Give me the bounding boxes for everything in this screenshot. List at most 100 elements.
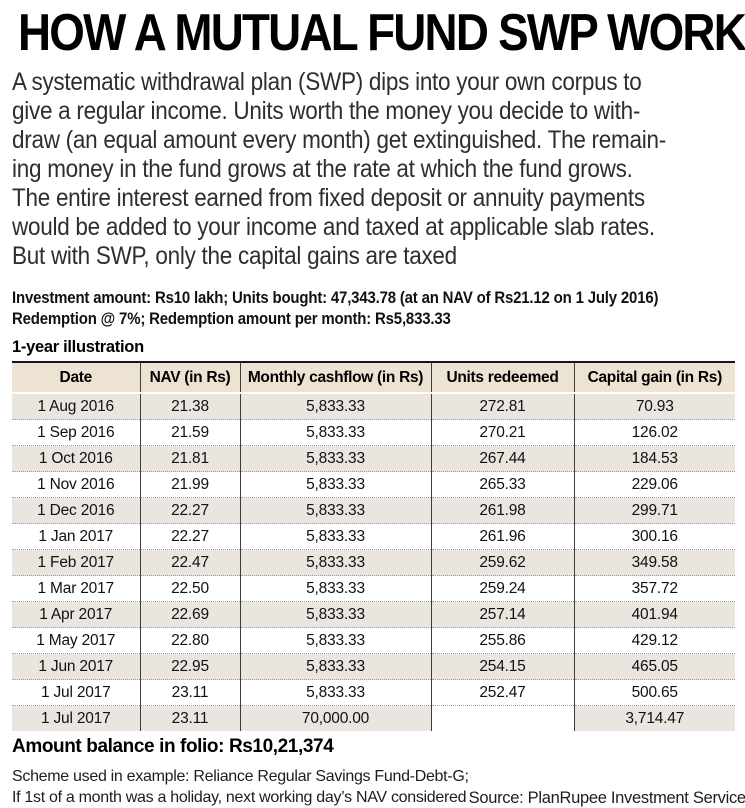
table-row: 1 Jul 2017 23.11 5,833.33 252.47 500.65 — [12, 679, 735, 706]
table-cell: 1 Aug 2016 — [37, 397, 115, 415]
table-cell: 22.47 — [139, 549, 240, 576]
table-cell: 5,833.33 — [239, 419, 431, 446]
table-row: 1 Feb 2017 22.47 5,833.33 259.62 349.58 — [12, 549, 735, 576]
table-cell: 5,833.33 — [239, 549, 431, 576]
investment-amount-line: Investment amount: Rs10 lakh; Units boug… — [12, 288, 659, 307]
table-cell: 184.53 — [573, 445, 735, 472]
intro-paragraph: A systematic withdrawal plan (SWP) dips … — [12, 68, 745, 271]
intro-line: A systematic withdrawal plan (SWP) dips … — [12, 68, 642, 96]
intro-line: give a regular income. Units worth the m… — [12, 97, 641, 125]
table-cell: 5,833.33 — [239, 653, 431, 680]
table-cell: 261.96 — [430, 523, 574, 550]
page-title: HOW A MUTUAL FUND SWP WORKS — [18, 4, 745, 62]
table-cell: 1 Jan 2017 — [12, 523, 140, 550]
table-row: 1 Jul 2017 23.11 70,000.00 3,714.47 — [12, 705, 735, 731]
column-header: Date — [12, 362, 140, 394]
intro-line: would be added to your income and taxed … — [12, 213, 655, 241]
table-cell: 1 Jul 2017 — [12, 679, 140, 706]
footnotes: Scheme used in example: Reliance Regular… — [12, 766, 745, 808]
table-cell: 465.05 — [573, 653, 735, 680]
swp-infographic: HOW A MUTUAL FUND SWP WORKS A systematic… — [12, 4, 745, 807]
table-cell: 1 Jun 2017 — [12, 653, 140, 680]
table-cell: 259.24 — [430, 575, 574, 602]
table-cell: 3,714.47 — [573, 705, 735, 731]
table-cell: 5,833.33 — [239, 523, 431, 550]
table-row: 1 Oct 2016 21.81 5,833.33 267.44 184.53 — [12, 445, 735, 472]
table-cell: 267.44 — [430, 445, 574, 472]
table-row: 1 Aug 2016 21.38 5,833.33 272.81 70.93 — [12, 393, 735, 420]
table-cell: 1 Jul 2017 — [12, 705, 140, 731]
table-cell: 229.06 — [573, 471, 735, 498]
table-cell: 299.71 — [573, 497, 735, 524]
table-cell: 5,833.33 — [239, 497, 431, 524]
table-row: 1 Jun 2017 22.95 5,833.33 254.15 465.05 — [12, 653, 735, 680]
table-cell: 5,833.33 — [239, 445, 431, 472]
intro-line: draw (an equal amount every month) get e… — [12, 126, 666, 154]
table-cell: 261.98 — [430, 497, 574, 524]
table-cell: 429.12 — [573, 627, 735, 654]
table-cell: 5,833.33 — [239, 393, 431, 420]
table-cell: 300.16 — [573, 523, 735, 550]
table-cell: 357.72 — [573, 575, 735, 602]
table-cell: 5,833.33 — [239, 627, 431, 654]
table-row: 1 May 2017 22.80 5,833.33 255.86 429.12 — [12, 627, 735, 654]
table-cell: 21.81 — [139, 445, 240, 472]
swp-table: Date NAV (in Rs) Monthly cashflow (in Rs) U… — [12, 361, 735, 731]
column-header: NAV (in Rs) — [139, 362, 240, 394]
table-cell: 5,833.33 — [239, 471, 431, 498]
folio-balance: Amount balance in folio: Rs10,21,374 — [12, 736, 334, 757]
table-cell: 349.58 — [573, 549, 735, 576]
table-cell: 22.80 — [139, 627, 240, 654]
table-cell: 1 Apr 2017 — [12, 601, 140, 628]
table-cell: 70,000.00 — [239, 705, 431, 731]
redemption-line: Redemption @ 7%; Redemption amount per m… — [12, 309, 451, 328]
table-cell: 21.38 — [139, 393, 240, 420]
table-cell — [430, 705, 574, 731]
scheme-notes: Scheme used in example: Reliance Regular… — [12, 766, 469, 808]
table-cell: 1 Sep 2016 — [12, 419, 140, 446]
table-cell: 23.11 — [139, 705, 240, 731]
table-header-row: Date NAV (in Rs) Monthly cashflow (in Rs) U… — [12, 362, 735, 394]
table-cell: 22.95 — [139, 653, 240, 680]
investment-details: Investment amount: Rs10 lakh; Units boug… — [12, 287, 745, 329]
table-row: 1 Sep 2016 21.59 5,833.33 270.21 126.02 — [12, 419, 735, 446]
table-row: 1 Jan 2017 22.27 5,833.33 261.96 300.16 — [12, 523, 735, 550]
table-cell: 1 Mar 2017 — [12, 575, 140, 602]
table-cell: 70.93 — [573, 393, 735, 420]
table-cell: 257.14 — [430, 601, 574, 628]
table-cell: 259.62 — [430, 549, 574, 576]
table-cell: 23.11 — [139, 679, 240, 706]
table-cell: 126.02 — [573, 419, 735, 446]
table-cell: 5,833.33 — [239, 679, 431, 706]
table-cell: 265.33 — [430, 471, 574, 498]
table-cell: 22.27 — [139, 523, 240, 550]
table-cell: 1 May 2017 — [12, 627, 140, 654]
table-row: 1 Mar 2017 22.50 5,833.33 259.24 357.72 — [12, 575, 735, 602]
table-row: 1 Apr 2017 22.69 5,833.33 257.14 401.94 — [12, 601, 735, 628]
table-cell: 22.27 — [139, 497, 240, 524]
intro-line: ing money in the fund grows at the rate … — [12, 155, 633, 183]
table-row: 1 Dec 2016 22.27 5,833.33 261.98 299.71 — [12, 497, 735, 524]
table-cell: 21.99 — [139, 471, 240, 498]
table-cell: 1 Feb 2017 — [12, 549, 140, 576]
table-cell: 21.59 — [139, 419, 240, 446]
table-cell: 22.50 — [139, 575, 240, 602]
column-header: Capital gain (in Rs) — [573, 362, 735, 394]
table-cell: 5,833.33 — [239, 575, 431, 602]
scheme-note-line: Scheme used in example: Reliance Regular… — [12, 768, 469, 785]
table-cell: 270.21 — [430, 419, 574, 446]
table-cell: 1 Nov 2016 — [12, 471, 140, 498]
table-cell: 5,833.33 — [239, 601, 431, 628]
table-cell: 255.86 — [430, 627, 574, 654]
intro-line: The entire interest earned from fixed de… — [12, 184, 645, 212]
table-cell: 1 Dec 2016 — [12, 497, 140, 524]
holiday-note-line: If 1st of a month was a holiday, next wo… — [12, 789, 467, 806]
table-cell: 252.47 — [430, 679, 574, 706]
table-cell: 272.81 — [430, 393, 574, 420]
column-header: Monthly cashflow (in Rs) — [239, 362, 431, 394]
table-body: 1 Aug 2016 21.38 5,833.33 272.81 70.93 1 Sep … — [12, 393, 735, 731]
column-header: Units redeemed — [430, 362, 574, 394]
table-row: 1 Nov 2016 21.99 5,833.33 265.33 229.06 — [12, 471, 735, 498]
table-cell: 401.94 — [573, 601, 735, 628]
table-caption: 1-year illustration — [12, 338, 144, 356]
